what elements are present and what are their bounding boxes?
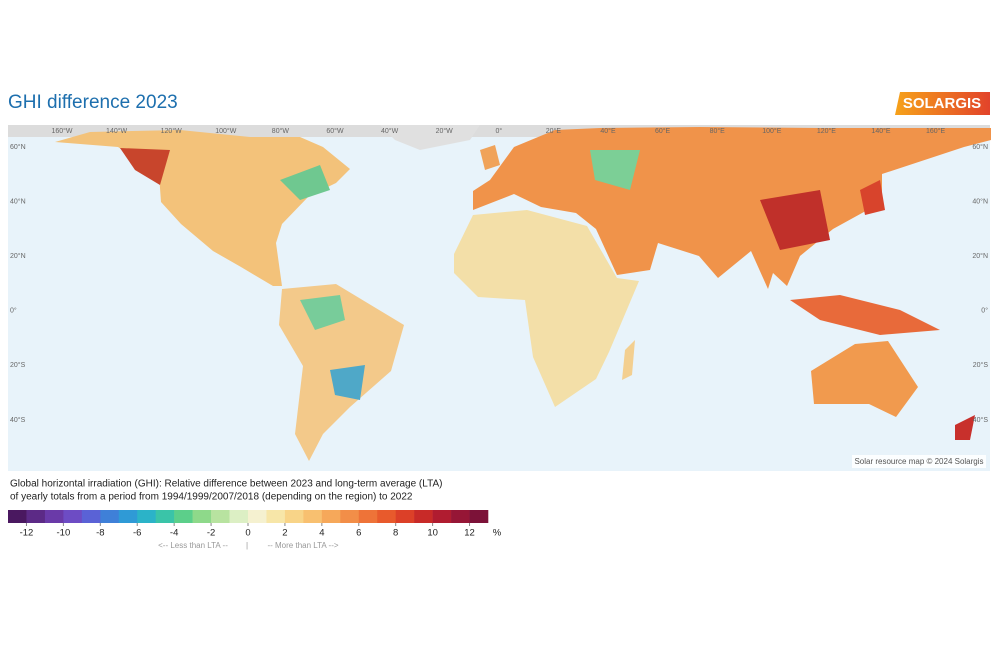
longitude-label: 60°E: [655, 127, 671, 135]
longitude-label: 140°E: [871, 127, 890, 135]
latitude-label: 40°N: [972, 197, 988, 205]
legend-swatch: [229, 510, 249, 523]
legend-tick-label: 4: [319, 528, 324, 539]
legend-swatch: [100, 510, 120, 523]
legend-swatch: [432, 510, 452, 523]
legend-swatch: [321, 510, 341, 523]
divider: |: [246, 541, 248, 550]
caption-line: Global horizontal irradiation (GHI): Rel…: [10, 479, 442, 490]
legend-swatch: [266, 510, 286, 523]
legend-tick-label: 8: [393, 528, 398, 539]
legend: -12 -10 -8 -6 -4 -2 0 2 4 6 8 10 12%: [8, 510, 502, 539]
latitude-label: 60°N: [10, 143, 26, 151]
legend-tick-label: 0: [245, 528, 250, 539]
latitude-label: 0°: [10, 307, 17, 315]
legend-tick-label: -2: [207, 528, 215, 539]
legend-tick-label: 10: [427, 528, 438, 539]
latitude-label: 20°S: [10, 361, 26, 369]
latitude-label: 40°S: [10, 416, 26, 424]
legend-tick-label: -6: [133, 528, 141, 539]
legend-swatch: [8, 510, 27, 523]
legend-swatch: [137, 510, 156, 523]
legend-swatch: [211, 510, 230, 523]
legend-swatch: [284, 510, 304, 523]
legend-tick-label: -10: [57, 528, 71, 539]
longitude-label: 80°W: [272, 127, 290, 135]
legend-swatch: [248, 510, 267, 523]
legend-unit: %: [493, 528, 502, 539]
legend-swatch: [174, 510, 193, 523]
legend-swatch: [192, 510, 212, 523]
legend-swatch: [303, 510, 323, 523]
latitude-label: 60°N: [972, 143, 988, 151]
longitude-label: 120°W: [161, 127, 182, 135]
legend-swatch: [340, 510, 360, 523]
longitude-label: 40°W: [381, 127, 399, 135]
legend-swatch: [377, 510, 396, 523]
title: GHI difference 2023: [8, 92, 178, 113]
longitude-label: 160°W: [51, 127, 72, 135]
legend-swatch: [451, 510, 470, 523]
legend-swatch: [358, 510, 378, 523]
latitude-label: 40°N: [10, 197, 26, 205]
longitude-label: 60°W: [326, 127, 344, 135]
logo: SOLARGIS: [895, 92, 990, 115]
longitude-label: 140°W: [106, 127, 127, 135]
longitude-label: 80°E: [710, 127, 726, 135]
logo-text: SOLARGIS: [903, 95, 981, 112]
legend-swatch: [469, 510, 489, 523]
latitude-label: 20°S: [973, 361, 989, 369]
longitude-label: 40°E: [600, 127, 616, 135]
legend-tick-label: -12: [20, 528, 34, 539]
legend-swatch: [414, 510, 433, 523]
longitude-label: 0°: [495, 127, 502, 135]
legend-tick-label: 2: [282, 528, 287, 539]
caption-line: of yearly totals from a period from 1994…: [10, 492, 413, 503]
legend-swatch: [155, 510, 175, 523]
longitude-label: 120°E: [817, 127, 836, 135]
map: 160°W 140°W 120°W 100°W 80°W 60°W 40°W 20°W 0° 20…: [8, 125, 991, 471]
longitude-label: 20°E: [546, 127, 562, 135]
credit: Solar resource map © 2024 Solargis: [854, 457, 983, 466]
legend-tick-label: 6: [356, 528, 361, 539]
legend-tick-label: -8: [96, 528, 104, 539]
latitude-label: 20°N: [10, 252, 26, 260]
legend-swatch: [395, 510, 415, 523]
latitude-label: 20°N: [972, 252, 988, 260]
legend-tick-label: 12: [464, 528, 475, 539]
legend-swatch: [118, 510, 138, 523]
legend-swatch: [44, 510, 64, 523]
less-label: <-- Less than LTA --: [158, 541, 228, 550]
legend-swatch: [63, 510, 83, 523]
longitude-label: 100°W: [215, 127, 236, 135]
legend-swatch: [81, 510, 101, 523]
legend-swatch: [26, 510, 46, 523]
longitude-label: 160°E: [926, 127, 945, 135]
latitude-label: 0°: [981, 307, 988, 315]
longitude-label: 20°W: [436, 127, 454, 135]
latitude-label: 40°S: [973, 416, 989, 424]
more-label: -- More than LTA -->: [267, 541, 338, 550]
longitude-label: 100°E: [762, 127, 781, 135]
legend-tick-label: -4: [170, 528, 178, 539]
